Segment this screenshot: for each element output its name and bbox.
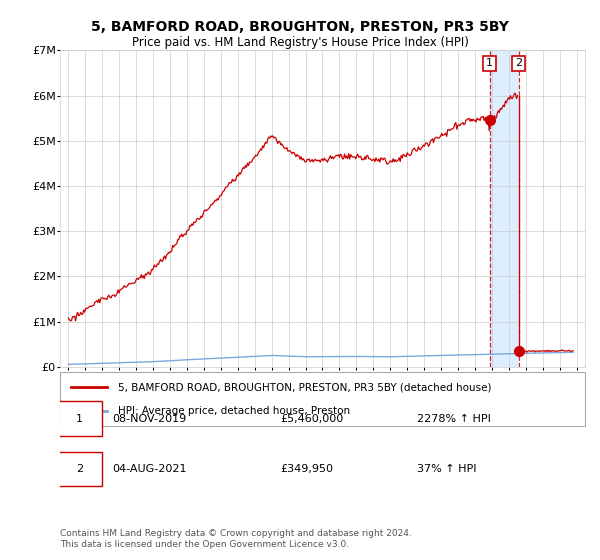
Text: 1: 1 [76,414,83,423]
Text: 1: 1 [486,58,493,68]
Text: Price paid vs. HM Land Registry's House Price Index (HPI): Price paid vs. HM Land Registry's House … [131,36,469,49]
Text: £349,950: £349,950 [281,464,334,474]
Text: 04-AUG-2021: 04-AUG-2021 [113,464,187,474]
Text: 37% ↑ HPI: 37% ↑ HPI [417,464,476,474]
Text: 5, BAMFORD ROAD, BROUGHTON, PRESTON, PR3 5BY: 5, BAMFORD ROAD, BROUGHTON, PRESTON, PR3… [91,20,509,34]
FancyBboxPatch shape [58,402,102,436]
Text: 08-NOV-2019: 08-NOV-2019 [113,414,187,423]
Text: Contains HM Land Registry data © Crown copyright and database right 2024.
This d: Contains HM Land Registry data © Crown c… [60,529,412,549]
Text: 2: 2 [76,464,83,474]
Text: 5, BAMFORD ROAD, BROUGHTON, PRESTON, PR3 5BY (detached house): 5, BAMFORD ROAD, BROUGHTON, PRESTON, PR3… [118,382,491,393]
FancyBboxPatch shape [58,452,102,486]
Text: 2278% ↑ HPI: 2278% ↑ HPI [417,414,491,423]
Text: HPI: Average price, detached house, Preston: HPI: Average price, detached house, Pres… [118,405,350,416]
Text: 2: 2 [515,58,522,68]
FancyBboxPatch shape [60,372,585,426]
Text: £5,460,000: £5,460,000 [281,414,344,423]
Bar [518,50,585,367]
Bar [490,50,518,367]
